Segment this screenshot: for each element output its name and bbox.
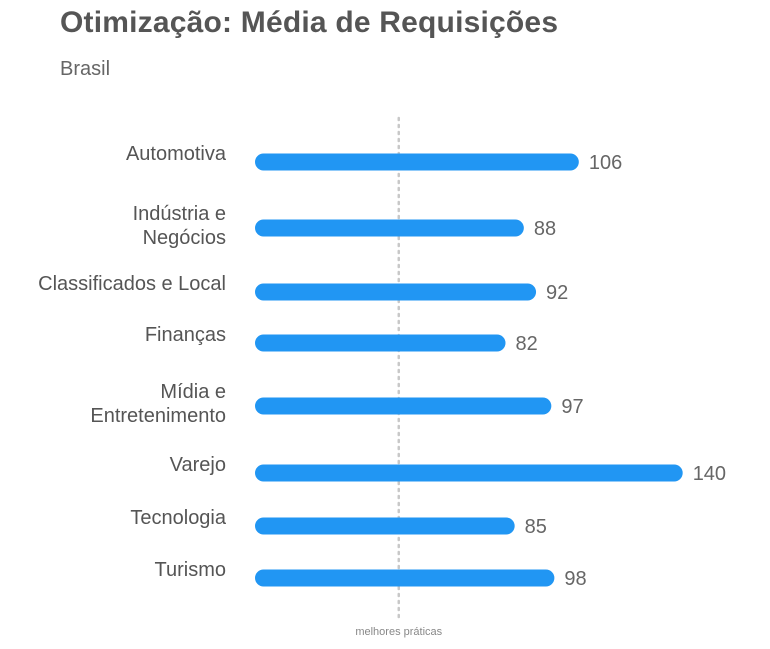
chart-title: Otimização: Média de Requisições <box>60 6 559 39</box>
bar-3 <box>255 334 506 352</box>
reference-label: melhores práticas <box>355 626 442 638</box>
value-label-3: 82 <box>516 333 538 355</box>
value-label-0: 106 <box>589 152 622 174</box>
bar-1 <box>255 219 524 237</box>
value-label-5: 140 <box>693 463 726 485</box>
category-label-3: Finanças <box>145 324 226 346</box>
category-label-6: Tecnologia <box>130 507 227 529</box>
value-label-1: 88 <box>534 218 556 240</box>
value-label-6: 85 <box>525 516 547 538</box>
bar-2 <box>255 283 537 301</box>
category-label-5: Varejo <box>170 454 226 476</box>
bar-5 <box>255 464 683 482</box>
bar-0 <box>255 153 579 171</box>
chart-subtitle: Brasil <box>60 58 111 80</box>
category-label-2: Classificados e Local <box>38 273 226 295</box>
value-label-7: 98 <box>564 568 586 590</box>
category-label-7: Turismo <box>155 559 226 581</box>
category-label-1: Indústria e Negócios <box>133 203 226 249</box>
bar-4 <box>255 397 552 415</box>
category-label-4: Mídia e Entretenimento <box>90 381 226 427</box>
category-label-0: Automotiva <box>126 143 227 165</box>
bar-6 <box>255 517 515 535</box>
value-label-2: 92 <box>546 282 568 304</box>
bar-7 <box>255 569 555 587</box>
value-label-4: 97 <box>561 396 583 418</box>
